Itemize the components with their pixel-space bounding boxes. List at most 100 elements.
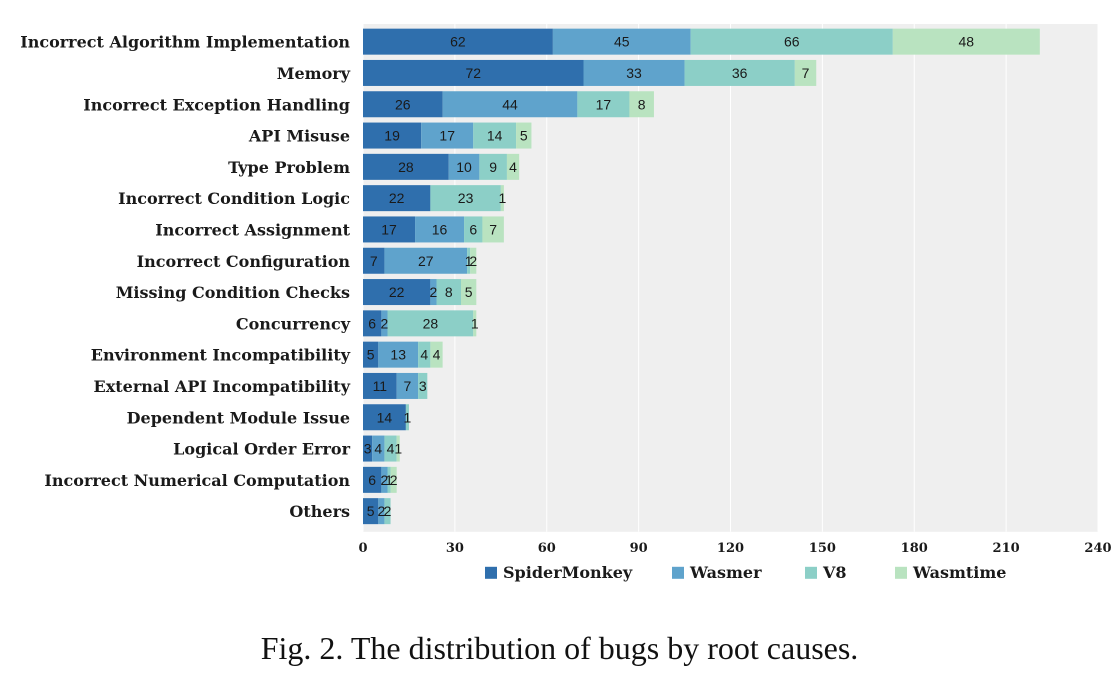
data-label: 1 xyxy=(471,315,479,331)
data-label: 62 xyxy=(450,34,466,50)
bar-segment xyxy=(415,216,465,243)
data-label: 2 xyxy=(384,503,392,519)
legend-label: Wasmer xyxy=(689,563,762,582)
data-label: 2 xyxy=(390,472,398,488)
data-label: 7 xyxy=(802,65,810,81)
data-label: 22 xyxy=(389,284,405,300)
bar-segment xyxy=(430,279,437,306)
bar-segment xyxy=(387,466,391,493)
data-label: 5 xyxy=(465,284,473,300)
data-label: 8 xyxy=(638,96,646,112)
x-tick-label: 0 xyxy=(358,541,367,556)
bar-segment xyxy=(461,279,477,306)
x-tick-label: 60 xyxy=(538,541,556,556)
category-label: Incorrect Assignment xyxy=(155,220,350,239)
category-label: API Misuse xyxy=(248,127,350,146)
bar-segment xyxy=(405,404,409,431)
figure-caption: Fig. 2. The distribution of bugs by root… xyxy=(260,630,859,666)
bar-segment xyxy=(381,466,388,493)
data-label: 45 xyxy=(614,34,630,50)
data-label: 1 xyxy=(404,409,412,425)
bar-segment xyxy=(384,498,391,525)
legend-swatch xyxy=(895,566,907,579)
category-label: Memory xyxy=(277,64,351,83)
bar-segment xyxy=(448,153,480,180)
bar-segment xyxy=(378,341,419,368)
data-label: 10 xyxy=(456,159,472,175)
bar-segment xyxy=(421,122,474,149)
bar-segment xyxy=(363,435,373,462)
data-label: 7 xyxy=(370,253,378,269)
data-label: 14 xyxy=(487,128,503,144)
data-label: 33 xyxy=(626,65,642,81)
category-label: Incorrect Algorithm Implementation xyxy=(20,33,350,52)
bar-segment xyxy=(482,216,504,243)
bar-segment xyxy=(378,498,385,525)
x-tick-label: 210 xyxy=(993,541,1020,556)
data-label: 6 xyxy=(469,221,477,237)
data-label: 5 xyxy=(520,128,528,144)
bar-segment xyxy=(470,247,477,274)
bar-segment xyxy=(384,435,397,462)
x-tick-label: 180 xyxy=(901,541,928,556)
legend-swatch xyxy=(485,566,497,579)
bar-segment xyxy=(467,247,471,274)
bar-segment xyxy=(473,122,517,149)
category-label: Incorrect Configuration xyxy=(137,252,351,271)
data-label: 1 xyxy=(465,253,473,269)
bar-segment xyxy=(363,341,379,368)
data-label: 8 xyxy=(445,284,453,300)
bar-segment xyxy=(363,122,422,149)
data-label: 4 xyxy=(509,159,517,175)
bar-segment xyxy=(506,153,520,180)
data-label: 66 xyxy=(784,34,800,50)
data-label: 5 xyxy=(367,347,375,363)
bar-segment xyxy=(363,310,382,337)
bar-segment xyxy=(363,247,385,274)
bars xyxy=(363,28,1040,525)
data-label: 19 xyxy=(384,128,400,144)
category-label: Concurrency xyxy=(236,314,351,333)
data-label: 1 xyxy=(385,472,393,488)
bar-segment xyxy=(552,28,691,55)
data-label: 72 xyxy=(465,65,481,81)
legend: SpiderMonkey Wasmer V8 Wasmtime xyxy=(485,563,1006,582)
data-label: 17 xyxy=(596,96,612,112)
bar-segment xyxy=(363,466,382,493)
data-label: 1 xyxy=(498,190,506,206)
data-label: 28 xyxy=(398,159,414,175)
bar-segment xyxy=(396,372,419,399)
category-label: Logical Order Error xyxy=(173,440,350,459)
bar-segment xyxy=(363,498,379,525)
data-label: 2 xyxy=(381,315,389,331)
data-label: 28 xyxy=(423,315,439,331)
bar-segment xyxy=(430,185,501,212)
bar-segment xyxy=(577,91,630,118)
bar-segment xyxy=(396,435,400,462)
bar-segment xyxy=(500,185,504,212)
legend-swatch xyxy=(672,566,684,579)
category-label: Others xyxy=(289,502,350,521)
bar-segment xyxy=(384,247,468,274)
category-label: Dependent Module Issue xyxy=(127,408,350,427)
bar-segment xyxy=(363,372,397,399)
bar-segment xyxy=(430,341,443,368)
data-label: 9 xyxy=(489,159,497,175)
bar-segment xyxy=(372,435,385,462)
data-label: 7 xyxy=(489,221,497,237)
data-label: 36 xyxy=(732,65,748,81)
bar-segment xyxy=(436,279,461,306)
x-tick-label: 30 xyxy=(446,541,464,556)
bar-segment xyxy=(629,91,654,118)
legend-swatch xyxy=(805,566,817,579)
x-tick-label: 120 xyxy=(717,541,744,556)
category-label: Environment Incompatibility xyxy=(91,346,351,365)
bar-segment xyxy=(363,28,553,55)
bar-segment xyxy=(381,310,388,337)
category-label: Missing Condition Checks xyxy=(116,283,350,302)
bar-segment xyxy=(892,28,1040,55)
category-labels: Incorrect Algorithm Implementation Memory… xyxy=(20,33,351,522)
data-label: 14 xyxy=(377,409,393,425)
